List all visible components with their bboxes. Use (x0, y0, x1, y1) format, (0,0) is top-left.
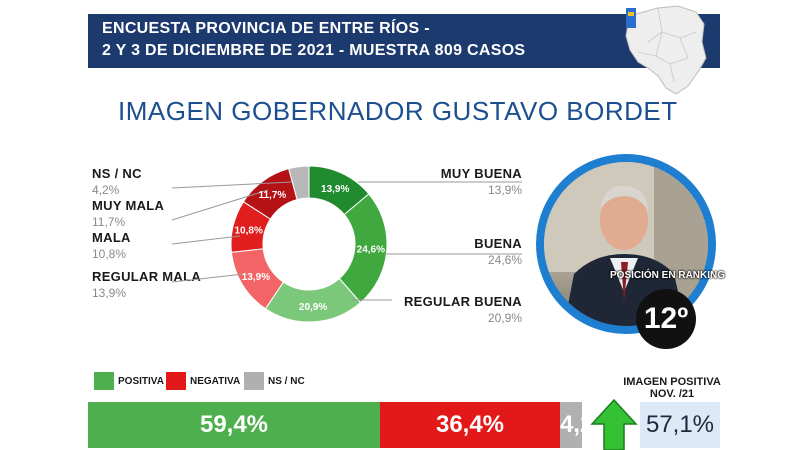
summary-bar-positiva: 59,4% (88, 402, 380, 448)
previous-label-line-2: NOV. /21 (649, 388, 695, 400)
value-buena: 24,6% (487, 253, 522, 267)
legend-swatch-negativa (166, 372, 186, 390)
value-muy-buena: 13,9% (487, 183, 522, 197)
left-margin-band (0, 0, 88, 450)
entre-rios-map-icon (625, 5, 707, 95)
value-mala: 10,8% (92, 247, 127, 261)
label-regular-mala: REGULAR MALA (92, 269, 202, 284)
value-ns-nc: 4,2% (92, 183, 120, 197)
legend-label-ns-nc: NS / NC (268, 376, 305, 387)
value-muy-mala: 11,7% (92, 215, 126, 229)
label-buena: BUENA (474, 236, 522, 251)
value-regular-buena: 20,9% (487, 311, 522, 325)
flag-icon (626, 8, 636, 28)
arrow-up-icon (590, 398, 638, 450)
legend-label-negativa: NEGATIVA (190, 376, 241, 387)
legend-swatch-positiva (94, 372, 114, 390)
summary-bar-ns-nc: 4,2 (560, 402, 582, 448)
legend-swatch-ns-nc (244, 372, 264, 390)
legend-label-positiva: POSITIVA (118, 376, 164, 387)
label-muy-buena: MUY BUENA (440, 166, 522, 181)
value-regular-mala: 13,9% (92, 286, 127, 300)
header-line-2: 2 Y 3 DE DICIEMBRE DE 2021 - MUESTRA 809… (102, 42, 526, 59)
label-muy-mala: MUY MALA (92, 198, 165, 213)
ranking-badge: 12º (636, 289, 696, 349)
ranking-label: POSICIÓN EN RANKING (610, 270, 726, 281)
header-line-1: ENCUESTA PROVINCIA DE ENTRE RÍOS - (102, 20, 430, 37)
label-regular-buena: REGULAR BUENA (403, 294, 522, 309)
previous-image-label: IMAGEN POSITIVA NOV. /21 (622, 376, 722, 400)
main-title: IMAGEN GOBERNADOR GUSTAVO BORDET (118, 96, 678, 126)
right-margin-band (720, 0, 800, 450)
summary-bar-negativa: 36,4% (380, 402, 560, 448)
label-ns-nc: NS / NC (92, 166, 142, 181)
previous-label-line-1: IMAGEN POSITIVA (623, 376, 721, 388)
label-mala: MALA (92, 230, 131, 245)
header-bar: ENCUESTA PROVINCIA DE ENTRE RÍOS - 2 Y 3… (88, 14, 720, 68)
previous-image-value: 57,1% (640, 402, 720, 448)
